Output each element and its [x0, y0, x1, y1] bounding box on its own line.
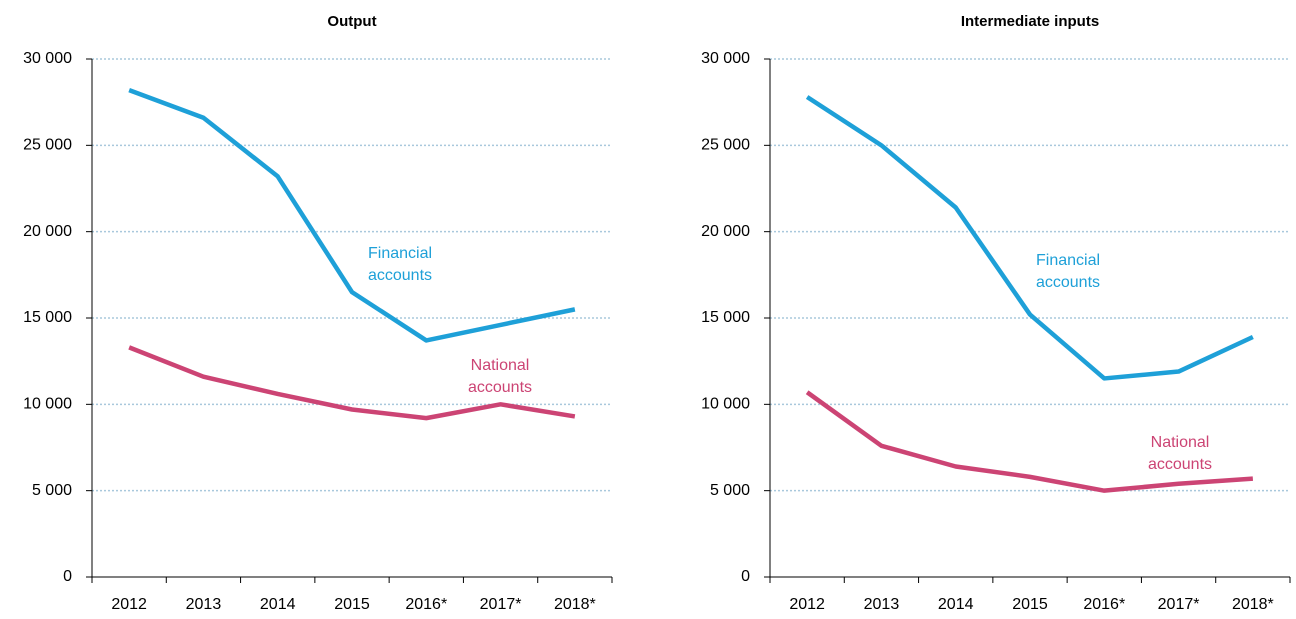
series-annotation: National: [471, 357, 530, 374]
y-tick-label: 5 000: [710, 482, 750, 499]
x-tick-label: 2015: [1012, 596, 1048, 613]
y-tick-label: 10 000: [701, 396, 750, 413]
line-series: [128, 87, 576, 343]
series-annotation: accounts: [1148, 456, 1212, 473]
series-annotation: Financial: [368, 245, 432, 262]
x-tick-label: 2014: [260, 596, 296, 613]
y-tick-label: 15 000: [23, 309, 72, 326]
x-tick-label: 2012: [789, 596, 825, 613]
line-series: [805, 95, 1254, 381]
x-tick-label: 2016*: [1083, 596, 1125, 613]
line-series: [805, 390, 1254, 493]
y-tick-label: 30 000: [701, 50, 750, 67]
y-tick-label: 20 000: [23, 223, 72, 240]
y-tick-label: 0: [741, 568, 750, 585]
chart-title: Output: [327, 13, 376, 30]
x-tick-label: 2013: [864, 596, 900, 613]
y-tick-label: 0: [63, 568, 72, 585]
x-tick-label: 2017*: [1158, 596, 1200, 613]
y-tick-label: 25 000: [23, 137, 72, 154]
x-tick-label: 2017*: [480, 596, 522, 613]
y-tick-label: 25 000: [701, 137, 750, 154]
series-annotation: accounts: [1036, 274, 1100, 291]
y-tick-label: 20 000: [701, 223, 750, 240]
series-annotation: accounts: [468, 379, 532, 396]
y-tick-label: 15 000: [701, 309, 750, 326]
x-tick-label: 2014: [938, 596, 974, 613]
series-annotation: National: [1151, 434, 1210, 451]
y-tick-label: 10 000: [23, 396, 72, 413]
y-tick-label: 30 000: [23, 50, 72, 67]
x-tick-label: 2018*: [1232, 596, 1274, 613]
x-tick-label: 2018*: [554, 596, 596, 613]
series-annotation: Financial: [1036, 252, 1100, 269]
x-tick-label: 2015: [334, 596, 370, 613]
line-series: [128, 345, 576, 421]
chart-title: Intermediate inputs: [961, 13, 1099, 30]
x-tick-label: 2013: [186, 596, 222, 613]
y-tick-label: 5 000: [32, 482, 72, 499]
x-tick-label: 2016*: [405, 596, 447, 613]
series-annotation: accounts: [368, 267, 432, 284]
x-tick-label: 2012: [111, 596, 147, 613]
